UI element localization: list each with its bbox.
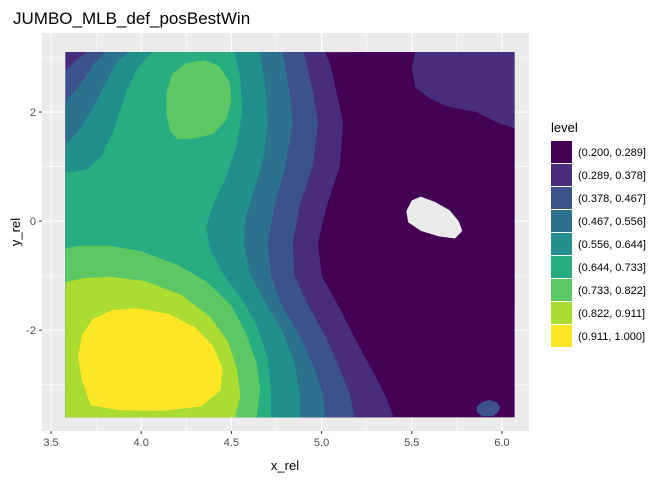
chart-title: JUMBO_MLB_def_posBestWin [13, 9, 250, 28]
x-tick-label: 5.0 [314, 437, 329, 449]
legend-swatch [551, 141, 572, 163]
legend-swatch [551, 210, 572, 232]
x-tick-label: 6.0 [494, 437, 509, 449]
legend-title: level [551, 120, 578, 135]
y-tick-label: 0 [30, 216, 36, 228]
x-axis-title: x_rel [271, 458, 299, 473]
legend-swatch [551, 302, 572, 324]
legend-label: (0.733, 0.822] [578, 285, 646, 297]
legend-swatch [551, 256, 572, 278]
contour-region-level-3 [476, 399, 501, 417]
x-tick-label: 5.5 [404, 437, 419, 449]
contour-region-level-9 [78, 308, 223, 411]
legend-label: (0.378, 0.467] [578, 193, 646, 205]
y-tick-label: -2 [26, 325, 36, 337]
contour-regions [65, 52, 515, 418]
legend-label: (0.556, 0.644] [578, 239, 646, 251]
legend-swatch [551, 279, 572, 301]
contour-region-level-7 [166, 60, 232, 140]
legend-swatch [551, 164, 572, 186]
legend-label: (0.644, 0.733] [578, 262, 646, 274]
contour-region-level-1 [354, 52, 515, 324]
contour-region-level-2 [411, 52, 515, 129]
legend-label: (0.822, 0.911] [578, 308, 645, 320]
contour-gap-region [406, 196, 463, 239]
y-tick-label: 2 [30, 107, 36, 119]
legend-swatch [551, 325, 572, 347]
legend-label: (0.467, 0.556] [578, 216, 646, 228]
legend-label: (0.911, 1.000] [578, 331, 645, 343]
x-tick-label: 4.0 [134, 437, 149, 449]
y-axis-title: y_rel [8, 218, 23, 246]
legend-swatch [551, 187, 572, 209]
axis-ticks: 3.5 4.0 4.5 5.0 5.5 6.0 -2 0 2 [26, 107, 509, 449]
legend-label: (0.200, 0.289] [578, 147, 646, 159]
x-tick-label: 4.5 [224, 437, 239, 449]
legend: level (0.200, 0.289] (0.289, 0.378] (0.378… [551, 120, 646, 347]
legend-swatch [551, 233, 572, 255]
legend-label: (0.289, 0.378] [578, 170, 646, 182]
x-tick-label: 3.5 [43, 437, 58, 449]
